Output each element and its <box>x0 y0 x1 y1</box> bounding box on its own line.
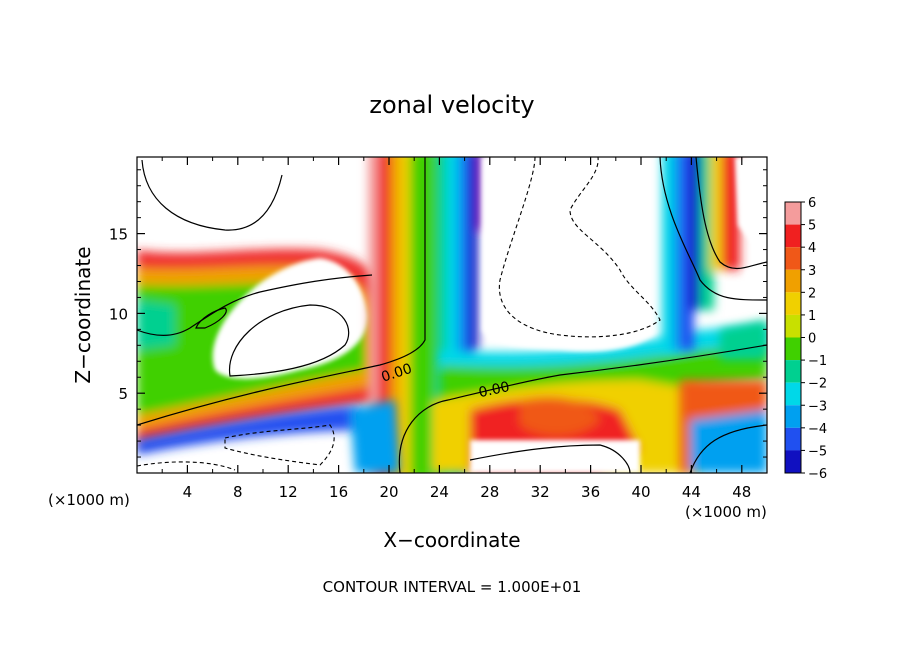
x-unit-right: (×1000 m) <box>685 503 767 521</box>
y-tick-label: 10 <box>109 305 128 323</box>
y-tick-label: 15 <box>109 226 128 244</box>
y-axis-label: Z−coordinate <box>71 246 95 383</box>
x-tick-label: 36 <box>581 483 600 501</box>
x-unit-left: (×1000 m) <box>48 491 130 509</box>
contour-interval-note: CONTOUR INTERVAL = 1.000E+01 <box>323 578 582 596</box>
x-tick-label: 4 <box>183 483 193 501</box>
colorbar-label: 2 <box>808 286 816 301</box>
colorbar-swatch <box>785 337 801 361</box>
plot-frame <box>136 156 768 474</box>
colorbar-label: 1 <box>808 309 816 324</box>
colorbar-swatch <box>785 314 801 338</box>
colorbar-swatch <box>785 247 801 270</box>
colorbar-swatch <box>785 405 801 428</box>
heatmap-field <box>137 157 767 473</box>
colorbar-label: −2 <box>808 377 827 392</box>
x-tick-label: 20 <box>379 483 398 501</box>
y-tick-label: 5 <box>118 385 128 403</box>
colorbar-swatch <box>785 269 801 293</box>
colorbar-swatch <box>785 427 801 451</box>
x-axis: 4 8 12 16 20 24 28 32 36 40 44 48 <box>161 157 751 501</box>
x-tick-label: 48 <box>732 483 751 501</box>
x-tick-label: 32 <box>531 483 550 501</box>
x-tick-label: 8 <box>233 483 243 501</box>
colorbar-label: −5 <box>808 444 827 459</box>
colorbar-label: 4 <box>808 241 816 256</box>
contour-label-right: 0.00 <box>477 379 511 401</box>
colorbar-swatch <box>785 202 801 225</box>
x-tick-label: 16 <box>329 483 348 501</box>
colorbar-swatch <box>785 224 801 248</box>
chart-title: zonal velocity <box>369 91 534 119</box>
x-tick-label: 12 <box>279 483 298 501</box>
colorbar-label: 3 <box>808 264 816 279</box>
colorbar-label: 6 <box>808 196 816 211</box>
colorbar-label: −6 <box>808 467 827 482</box>
colorbar: 6 5 4 3 2 1 0 −1 −2 −3 −4 −5 −6 <box>784 196 827 482</box>
x-tick-label: 24 <box>430 483 449 501</box>
colorbar-swatch <box>785 360 801 383</box>
colorbar-swatch-bottom <box>785 450 801 473</box>
y-axis: 5 10 15 <box>109 169 767 458</box>
x-axis-label: X−coordinate <box>383 528 520 552</box>
colorbar-label: 0 <box>808 332 816 347</box>
colorbar-swatch <box>785 292 801 315</box>
colorbar-label: −4 <box>808 422 827 437</box>
x-tick-label: 28 <box>480 483 499 501</box>
x-tick-label: 44 <box>682 483 701 501</box>
colorbar-label: −3 <box>808 399 827 414</box>
x-tick-label: 40 <box>631 483 650 501</box>
colorbar-label: 5 <box>808 219 816 234</box>
colorbar-label: −1 <box>808 354 827 369</box>
colorbar-swatch <box>785 382 801 406</box>
